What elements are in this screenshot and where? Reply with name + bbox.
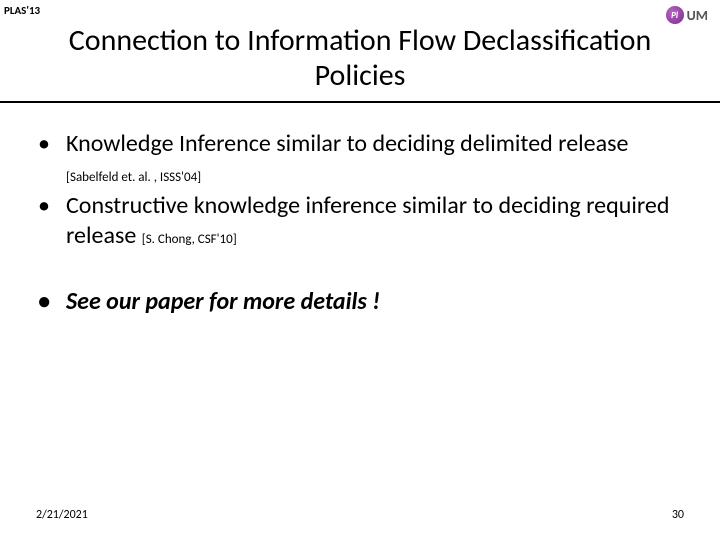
bullet-item: • Knowledge Inference similar to decidin…	[36, 129, 684, 189]
logo-text: UM	[687, 7, 708, 24]
slide-body: • Knowledge Inference similar to decidin…	[0, 103, 720, 317]
bullet-marker-icon: •	[36, 191, 66, 221]
conference-tag: PLAS'13	[4, 4, 40, 17]
bullet-item: • Constructive knowledge inference simil…	[36, 191, 684, 251]
bullet-text: Knowledge Inference similar to deciding …	[66, 129, 684, 189]
slide-footer: 2/21/2021 30	[0, 508, 720, 522]
citation: [S. Chong, CSF'10]	[142, 232, 237, 247]
institution-logo: Pl UM	[666, 6, 708, 24]
bullet-main-text: Knowledge Inference similar to deciding …	[66, 129, 628, 158]
slide-title: Connection to Information Flow Declassif…	[0, 0, 720, 99]
bullet-text: Constructive knowledge inference similar…	[66, 191, 684, 251]
vertical-spacer	[36, 253, 684, 287]
footer-page-number: 30	[672, 508, 684, 522]
footer-date: 2/21/2021	[36, 508, 88, 522]
emphasis-text: See our paper for more details !	[66, 287, 380, 317]
title-line-2: Policies	[315, 57, 406, 94]
logo-badge-icon: Pl	[666, 6, 684, 24]
bullet-marker-icon: •	[36, 129, 66, 159]
bullet-marker-icon: •	[36, 287, 66, 317]
citation: [Sabelfeld et. al. , ISSS'04]	[66, 170, 201, 185]
bullet-item: • See our paper for more details !	[36, 287, 684, 317]
title-line-1: Connection to Information Flow Declassif…	[69, 22, 651, 59]
